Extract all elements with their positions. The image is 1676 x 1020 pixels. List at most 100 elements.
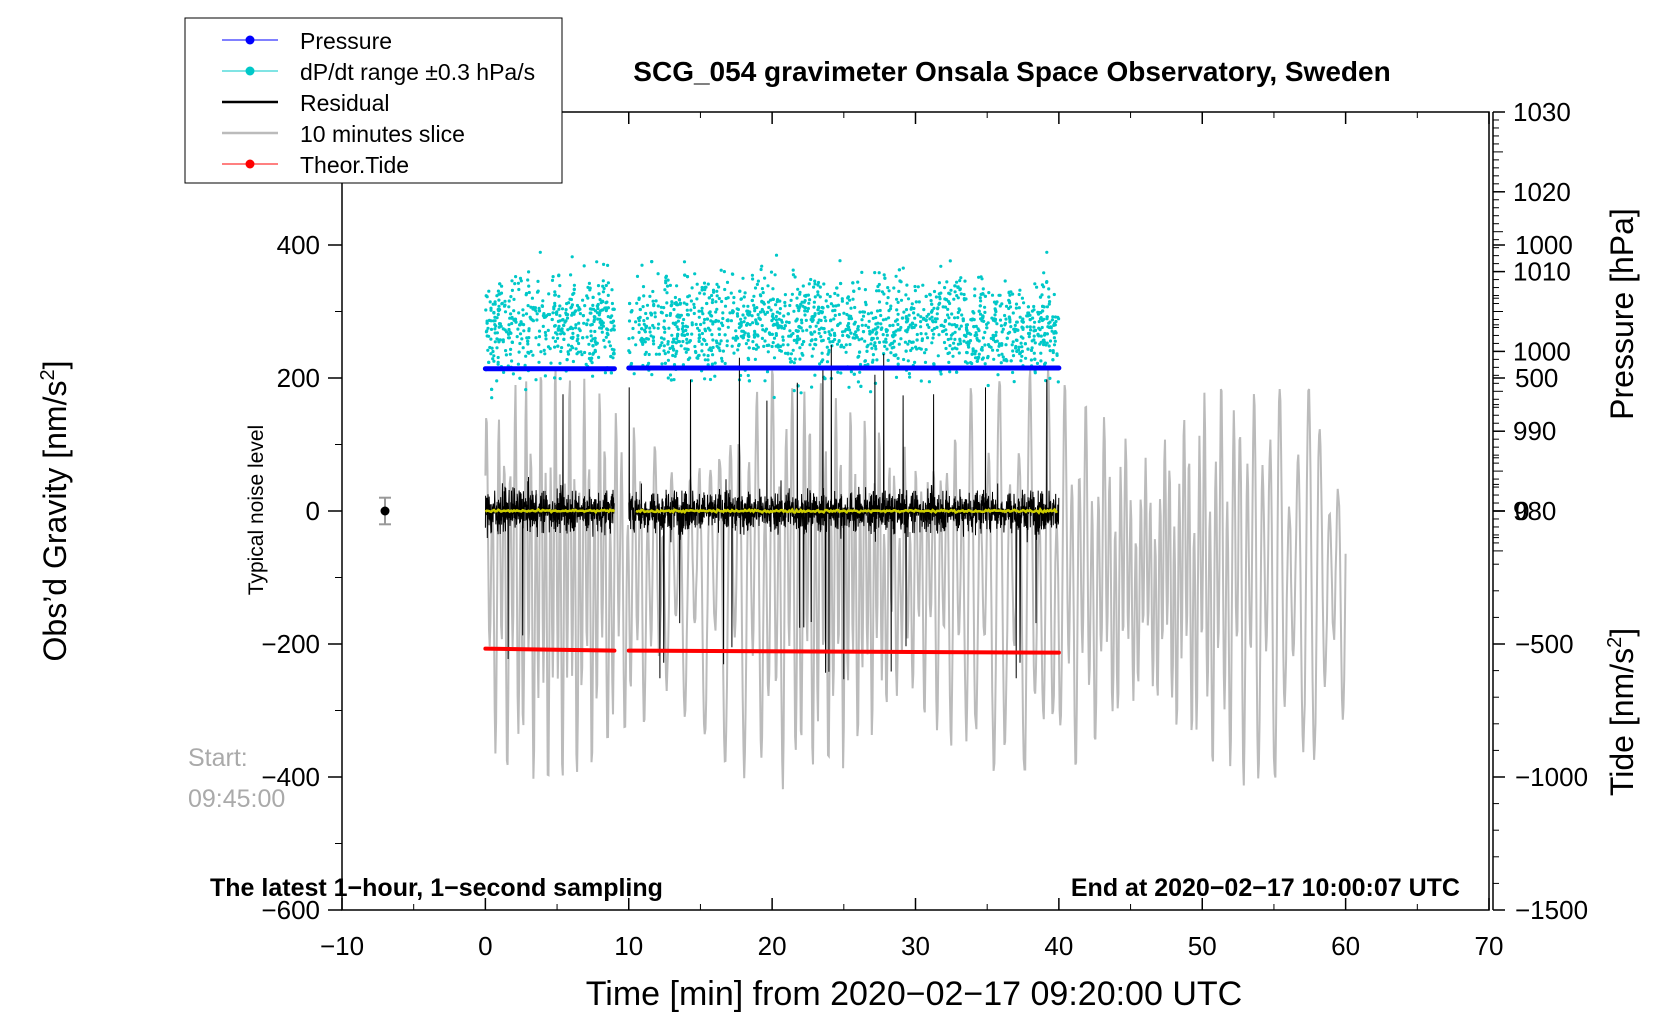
gravity-tick-label: 0 xyxy=(306,496,320,526)
dpdt-point xyxy=(889,304,893,308)
dpdt-point xyxy=(1008,301,1012,305)
dpdt-point xyxy=(529,305,533,309)
dpdt-point xyxy=(799,318,804,322)
dpdt-point xyxy=(668,311,673,316)
dpdt-point xyxy=(877,300,882,304)
dpdt-point xyxy=(781,338,785,342)
dpdt-point xyxy=(770,344,774,349)
dpdt-point xyxy=(700,306,704,310)
dpdt-point xyxy=(885,328,889,332)
dpdt-point xyxy=(885,333,889,337)
dpdt-point xyxy=(690,323,694,327)
dpdt-point xyxy=(851,297,855,301)
dpdt-point xyxy=(947,300,951,304)
dpdt-point xyxy=(787,320,791,325)
dpdt-point xyxy=(810,385,814,389)
dpdt-point xyxy=(774,318,779,322)
dpdt-point xyxy=(569,306,573,310)
dpdt-point xyxy=(778,307,783,311)
dpdt-point xyxy=(571,327,575,331)
dpdt-point xyxy=(725,339,729,343)
dpdt-point xyxy=(849,306,853,310)
dpdt-point xyxy=(927,312,931,316)
dpdt-point xyxy=(496,362,500,366)
dpdt-point xyxy=(901,316,905,320)
dpdt-point xyxy=(767,331,772,335)
dpdt-point xyxy=(999,361,1003,365)
dpdt-point xyxy=(536,289,540,293)
dpdt-point xyxy=(860,337,864,341)
dpdt-point xyxy=(628,301,632,306)
dpdt-point xyxy=(585,323,589,327)
dpdt-point xyxy=(725,280,730,284)
dpdt-point xyxy=(852,332,857,336)
noise-dot xyxy=(380,506,390,516)
dpdt-point xyxy=(896,362,900,366)
dpdt-point xyxy=(669,304,673,308)
dpdt-point xyxy=(983,294,988,298)
dpdt-point xyxy=(667,326,671,330)
dpdt-point xyxy=(714,318,718,323)
dpdt-point xyxy=(711,345,715,350)
dpdt-point xyxy=(1005,336,1009,340)
dpdt-point xyxy=(739,334,743,338)
dpdt-point xyxy=(604,283,608,288)
dpdt-point xyxy=(852,322,856,326)
dpdt-point xyxy=(603,371,608,375)
dpdt-point xyxy=(715,341,719,345)
dpdt-point xyxy=(582,321,586,325)
dpdt-point xyxy=(710,362,715,366)
dpdt-point xyxy=(723,287,727,292)
dpdt-point xyxy=(683,273,687,277)
dpdt-point xyxy=(983,305,987,309)
dpdt-point xyxy=(714,310,718,314)
dpdt-point xyxy=(592,319,596,324)
x-tick-label: 60 xyxy=(1331,931,1360,961)
dpdt-point xyxy=(524,388,528,392)
dpdt-point xyxy=(792,361,796,365)
dpdt-point xyxy=(606,333,610,337)
residual-smoothed-line xyxy=(484,507,616,515)
dpdt-point xyxy=(600,326,604,330)
dpdt-point xyxy=(873,341,877,345)
x-tick-label: −10 xyxy=(320,931,364,961)
dpdt-point xyxy=(895,308,899,312)
dpdt-point xyxy=(998,304,1002,308)
dpdt-point xyxy=(517,350,521,354)
dpdt-point xyxy=(930,341,934,345)
dpdt-point xyxy=(670,300,674,304)
dpdt-point xyxy=(974,324,978,328)
dpdt-point xyxy=(973,352,977,356)
dpdt-point xyxy=(951,332,955,336)
dpdt-point xyxy=(516,362,521,366)
dpdt-point xyxy=(648,326,652,330)
dpdt-point xyxy=(983,330,987,334)
dpdt-point xyxy=(514,320,518,324)
dpdt-point xyxy=(853,336,857,340)
residual-line xyxy=(484,394,615,660)
dpdt-point xyxy=(772,336,777,340)
dpdt-point xyxy=(875,289,879,293)
dpdt-point xyxy=(844,350,848,354)
dpdt-point xyxy=(682,260,687,264)
dpdt-point xyxy=(730,272,735,276)
dpdt-point xyxy=(751,346,756,351)
dpdt-point xyxy=(854,330,858,334)
dpdt-point xyxy=(904,315,908,319)
dpdt-point xyxy=(957,351,961,355)
dpdt-point xyxy=(896,328,900,332)
dpdt-point xyxy=(921,283,925,287)
dpdt-point xyxy=(573,310,577,314)
dpdt-point xyxy=(537,360,541,364)
dpdt-point xyxy=(651,299,655,303)
dpdt-point xyxy=(729,291,733,295)
dpdt-point xyxy=(931,336,935,340)
dpdt-point xyxy=(861,330,866,334)
dpdt-point xyxy=(493,323,497,327)
dpdt-point xyxy=(562,323,566,327)
dpdt-point xyxy=(993,319,997,323)
dpdt-point xyxy=(674,301,678,305)
dpdt-point xyxy=(847,335,851,339)
dpdt-point xyxy=(976,338,980,342)
dpdt-point xyxy=(983,362,987,366)
